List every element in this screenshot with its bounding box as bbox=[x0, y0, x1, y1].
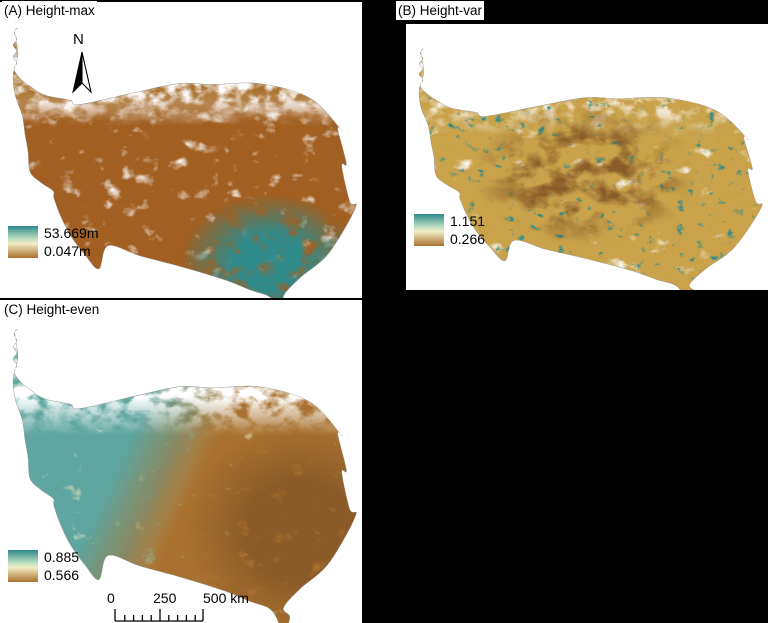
svg-text:N: N bbox=[73, 31, 84, 48]
svg-text:1.151: 1.151 bbox=[450, 214, 485, 229]
svg-text:0: 0 bbox=[107, 591, 115, 606]
svg-text:500 km: 500 km bbox=[203, 591, 249, 606]
svg-text:53.669m: 53.669m bbox=[44, 226, 98, 241]
svg-text:0.047m: 0.047m bbox=[44, 243, 91, 259]
svg-text:0.266: 0.266 bbox=[450, 231, 485, 247]
svg-text:250: 250 bbox=[153, 591, 177, 606]
svg-text:0.566: 0.566 bbox=[44, 567, 79, 583]
svg-text:0.885: 0.885 bbox=[44, 550, 79, 565]
